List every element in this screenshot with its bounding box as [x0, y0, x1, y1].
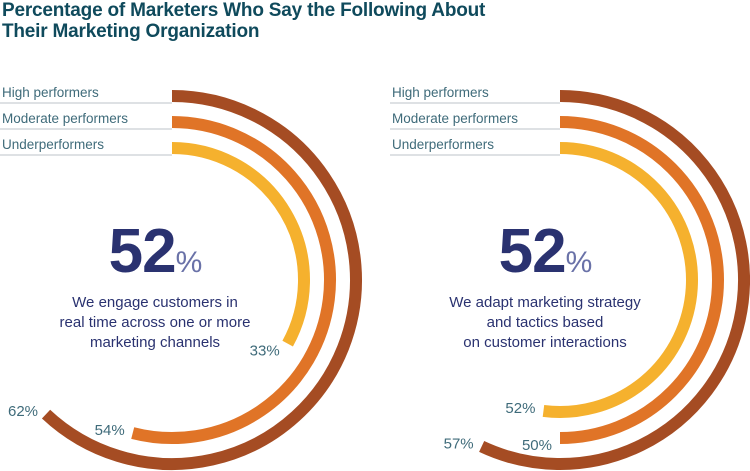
- value-label: 52%: [505, 400, 535, 417]
- headline-left: 52% We engage customers in real time acr…: [25, 221, 285, 353]
- description-line: marketing channels: [89, 334, 221, 351]
- description-line: on customer interactions: [463, 334, 627, 351]
- title-line-1: Percentage of Marketers Who Say the Foll…: [2, 0, 486, 21]
- description-line: and tactics based: [486, 314, 604, 331]
- category-label: Underperformers: [392, 137, 494, 152]
- description-line: We adapt marketing strategy: [449, 294, 641, 311]
- category-label: High performers: [2, 85, 99, 100]
- arc-moderate-performers: [131, 116, 336, 444]
- category-label: Underperformers: [2, 137, 104, 152]
- headline-unit: %: [175, 246, 203, 279]
- title-line-2: Their Marketing Organization: [2, 21, 260, 42]
- arc-high-performers: [41, 90, 362, 470]
- value-label: 54%: [95, 422, 125, 439]
- arc-underperformers: [171, 142, 310, 347]
- chart-title: Percentage of Marketers Who Say the Foll…: [2, 0, 485, 42]
- description-line: real time across one or more: [59, 314, 251, 331]
- headline-value: 52: [108, 217, 177, 286]
- arc-moderate-performers: [559, 116, 724, 444]
- arc-high-performers: [479, 90, 750, 470]
- category-label: High performers: [392, 85, 489, 100]
- headline-right: 52% We adapt marketing strategy and tact…: [415, 221, 675, 353]
- headline-unit: %: [565, 246, 593, 279]
- value-label: 33%: [250, 343, 280, 360]
- category-label: Moderate performers: [2, 111, 128, 126]
- headline-description: We engage customers in real time across …: [25, 293, 285, 353]
- headline-value: 52: [498, 217, 567, 286]
- arc-underperformers: [542, 142, 698, 418]
- description-line: We engage customers in: [72, 294, 238, 311]
- category-label: Moderate performers: [392, 111, 518, 126]
- headline-description: We adapt marketing strategy and tactics …: [415, 293, 675, 353]
- value-label: 62%: [8, 403, 38, 420]
- value-label: 57%: [444, 435, 474, 452]
- value-label: 50%: [522, 437, 552, 454]
